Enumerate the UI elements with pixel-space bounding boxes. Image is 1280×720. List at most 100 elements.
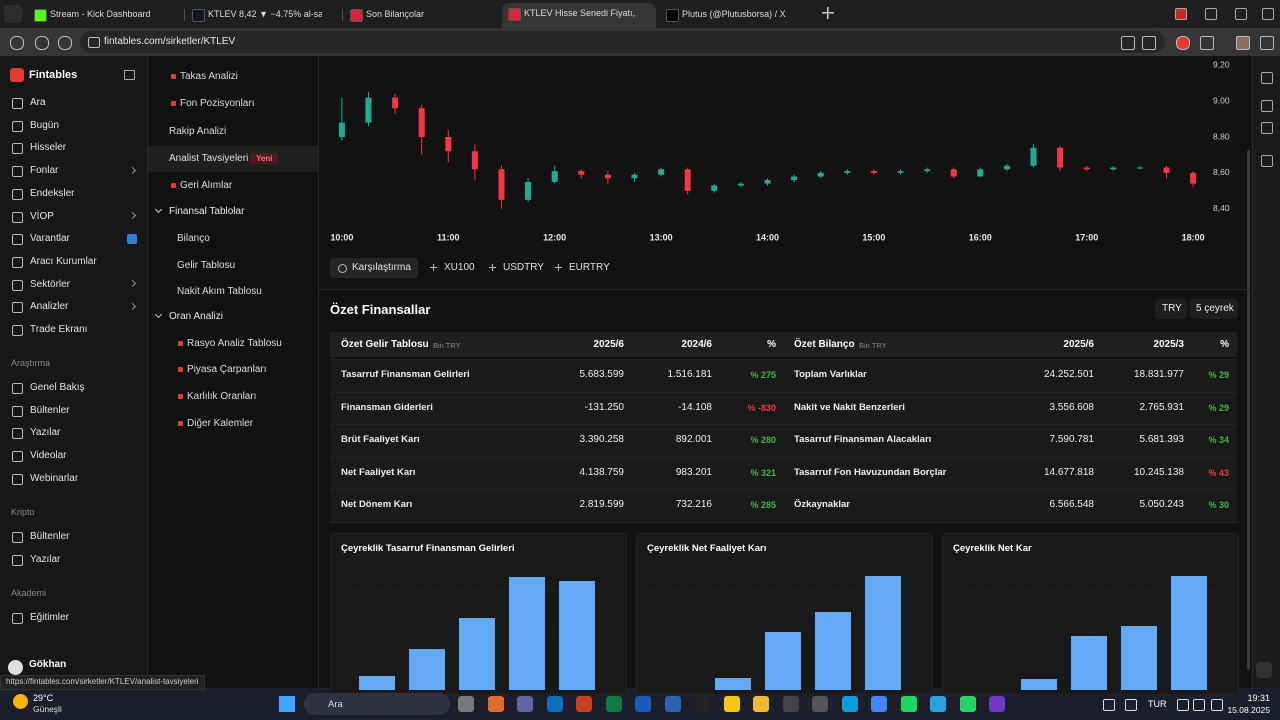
toolbar-icon[interactable]: [1121, 36, 1135, 50]
tab-menu[interactable]: [4, 5, 22, 23]
window-control[interactable]: [1205, 8, 1217, 20]
taskbar-app[interactable]: [723, 696, 740, 712]
submenu-item[interactable]: Diğer Kalemler: [187, 418, 254, 429]
panel-icon[interactable]: [1261, 155, 1273, 167]
submenu-item[interactable]: Bilanço: [177, 233, 210, 244]
site-info[interactable]: [88, 37, 100, 48]
compare-label[interactable]: USDTRY: [503, 262, 544, 273]
taskbar-app[interactable]: [546, 696, 563, 712]
toolbar-icon[interactable]: [1236, 36, 1250, 50]
taskbar-app[interactable]: [487, 696, 504, 712]
toolbar-icon[interactable]: [1176, 36, 1190, 50]
chart-scrollbar[interactable]: [1247, 150, 1250, 670]
submenu-item[interactable]: Karlılık Oranları: [187, 391, 257, 402]
nav-item[interactable]: Varantlar: [30, 233, 70, 245]
tab[interactable]: Stream - Kick Dashboard: [28, 4, 182, 26]
nav-item[interactable]: Aracı Kurumlar: [30, 255, 97, 267]
tray-icon[interactable]: [1177, 699, 1189, 711]
nav-item[interactable]: Hisseler: [30, 142, 67, 154]
user-name[interactable]: Gökhan: [29, 659, 67, 670]
tray-icon[interactable]: [1125, 699, 1137, 711]
window-control[interactable]: [1262, 8, 1274, 20]
submenu-item[interactable]: Rakip Analizi: [169, 126, 227, 137]
avatar[interactable]: [8, 660, 23, 675]
submenu-item[interactable]: Rasyo Analiz Tablosu: [187, 338, 282, 349]
submenu-group[interactable]: Oran Analizi: [169, 311, 223, 322]
nav-item[interactable]: Eğitimler: [30, 612, 69, 623]
taskbar-app[interactable]: [605, 696, 622, 712]
nav-item[interactable]: Videolar: [30, 450, 67, 462]
nav-item[interactable]: Genel Bakış: [30, 382, 85, 393]
weather-icon[interactable]: [13, 694, 28, 709]
tray-icon[interactable]: [1103, 699, 1115, 711]
taskbar-app[interactable]: [900, 696, 917, 712]
tab[interactable]: KTLEV 8,42 ▼ −4.75% al-sat sin…: [186, 4, 340, 26]
url[interactable]: fintables.com/sirketler/KTLEV: [104, 36, 236, 47]
nav-button[interactable]: [58, 36, 72, 50]
taskbar-app[interactable]: [812, 696, 828, 712]
checkbox[interactable]: [127, 234, 137, 244]
taskbar-app[interactable]: [841, 696, 858, 712]
search-box[interactable]: [304, 693, 450, 715]
window-control[interactable]: [1175, 8, 1187, 20]
address-box[interactable]: [80, 31, 1165, 53]
submenu-group[interactable]: Finansal Tablolar: [169, 206, 245, 217]
taskbar-app[interactable]: [871, 696, 887, 712]
nav-button[interactable]: [35, 36, 49, 50]
tray-icon[interactable]: [1211, 699, 1223, 711]
nav-button[interactable]: [10, 36, 24, 50]
nav-item[interactable]: Webinarlar: [30, 472, 79, 484]
toolbar-icon[interactable]: [1142, 36, 1156, 50]
period-button[interactable]: [1190, 299, 1238, 319]
nav-item[interactable]: Bültenler: [30, 531, 70, 542]
tab-close[interactable]: [484, 8, 493, 16]
brand[interactable]: Fintables: [29, 69, 78, 81]
search-label[interactable]: Ara: [328, 699, 343, 710]
currency-button[interactable]: [1155, 299, 1187, 319]
taskbar-app[interactable]: [458, 696, 474, 712]
submenu-item[interactable]: Nakit Akım Tablosu: [177, 286, 262, 297]
submenu-item[interactable]: Geri Alımlar: [180, 180, 233, 191]
taskbar-app[interactable]: [694, 696, 710, 712]
tray-icon[interactable]: [1193, 699, 1205, 711]
taskbar-app[interactable]: [576, 696, 592, 712]
nav-item[interactable]: Yazılar: [30, 427, 61, 439]
taskbar-app[interactable]: [635, 696, 651, 712]
submenu-item[interactable]: Piyasa Çarpanları: [187, 364, 267, 375]
period[interactable]: 5 çeyrek: [1196, 303, 1234, 314]
clock[interactable]: 19:31: [1247, 693, 1270, 703]
nav-item[interactable]: Trade Ekranı: [30, 324, 88, 335]
notification-button[interactable]: [1256, 662, 1272, 678]
toolbar-icon[interactable]: [1200, 36, 1214, 50]
tab-close[interactable]: [326, 8, 335, 16]
nav-item[interactable]: Sektörler: [30, 278, 71, 290]
language[interactable]: TUR: [1148, 699, 1167, 709]
tab[interactable]: Plutus (@Plutusborsa) / X: [660, 4, 814, 26]
taskbar-app[interactable]: [517, 696, 533, 712]
tab-close[interactable]: [642, 7, 651, 15]
date[interactable]: 15.08.2025: [1227, 705, 1270, 715]
tab[interactable]: KTLEV Hisse Senedi Fiyatı, Grafi…: [502, 3, 656, 28]
taskbar-app[interactable]: [989, 696, 1005, 712]
panel-icon[interactable]: [1261, 122, 1273, 134]
nav-item[interactable]: Yazılar: [30, 553, 61, 565]
logo[interactable]: [10, 68, 24, 82]
nav-item[interactable]: Fonlar: [30, 165, 59, 177]
submenu-item[interactable]: Takas Analizi: [180, 71, 238, 82]
nav-item[interactable]: Ara: [30, 97, 46, 108]
window-control[interactable]: [1235, 8, 1247, 20]
tab-close[interactable]: [800, 8, 809, 16]
panel-icon[interactable]: [1261, 72, 1273, 84]
compare-label[interactable]: XU100: [444, 262, 475, 273]
start-button[interactable]: [279, 696, 295, 712]
panel-icon[interactable]: [1261, 100, 1273, 112]
compare-label[interactable]: EURTRY: [569, 262, 610, 273]
tab-close[interactable]: [168, 8, 177, 16]
new-tab[interactable]: [822, 7, 834, 19]
taskbar-app[interactable]: [930, 696, 946, 712]
submenu-item[interactable]: Analist Tavsiyeleri: [169, 153, 249, 164]
taskbar-app[interactable]: [664, 696, 681, 712]
toolbar-icon[interactable]: [1260, 36, 1274, 50]
nav-item[interactable]: Bültenler: [30, 404, 70, 416]
tab[interactable]: Son Bilançolar: [344, 4, 498, 26]
